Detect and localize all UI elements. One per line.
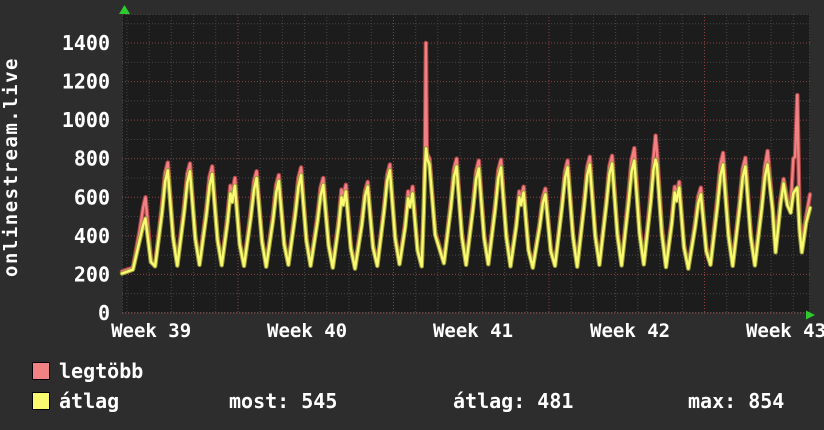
legend-item-atlag: átlag [32,390,119,412]
y-axis-label: 1000 [62,108,110,132]
series-atlag-line [120,147,812,275]
stat-atlag: átlag: 481 [453,389,574,413]
y-axis-label: 200 [74,262,110,286]
y-axis-label: 600 [74,185,110,209]
plot-border [122,14,810,313]
x-axis-label: Week 39 [111,320,191,342]
y-axis-label: 400 [74,224,110,248]
atlag-swatch-icon [32,392,50,410]
legend-item-legtobb: legtöbb [32,360,143,382]
atlag-label: átlag [59,389,120,413]
stat-max: max: 854 [688,389,785,413]
legtobb-label: legtöbb [59,359,144,383]
x-axis-label: Week 42 [590,320,670,342]
plot-area [122,14,810,313]
y-axis-label: 1400 [62,31,110,55]
y-axis-arrow-icon [119,5,130,14]
x-axis-label: Week 43 [746,320,824,342]
y-axis-label: 800 [74,147,110,171]
x-axis-arrow-icon [806,310,815,320]
x-axis-label: Week 41 [433,320,513,342]
legtobb-swatch-icon [32,362,50,380]
y-axis-label: 1200 [62,70,110,94]
y-axis-label: 0 [98,301,110,325]
stat-most: most: 545 [229,389,338,413]
x-axis-label: Week 40 [267,320,347,342]
